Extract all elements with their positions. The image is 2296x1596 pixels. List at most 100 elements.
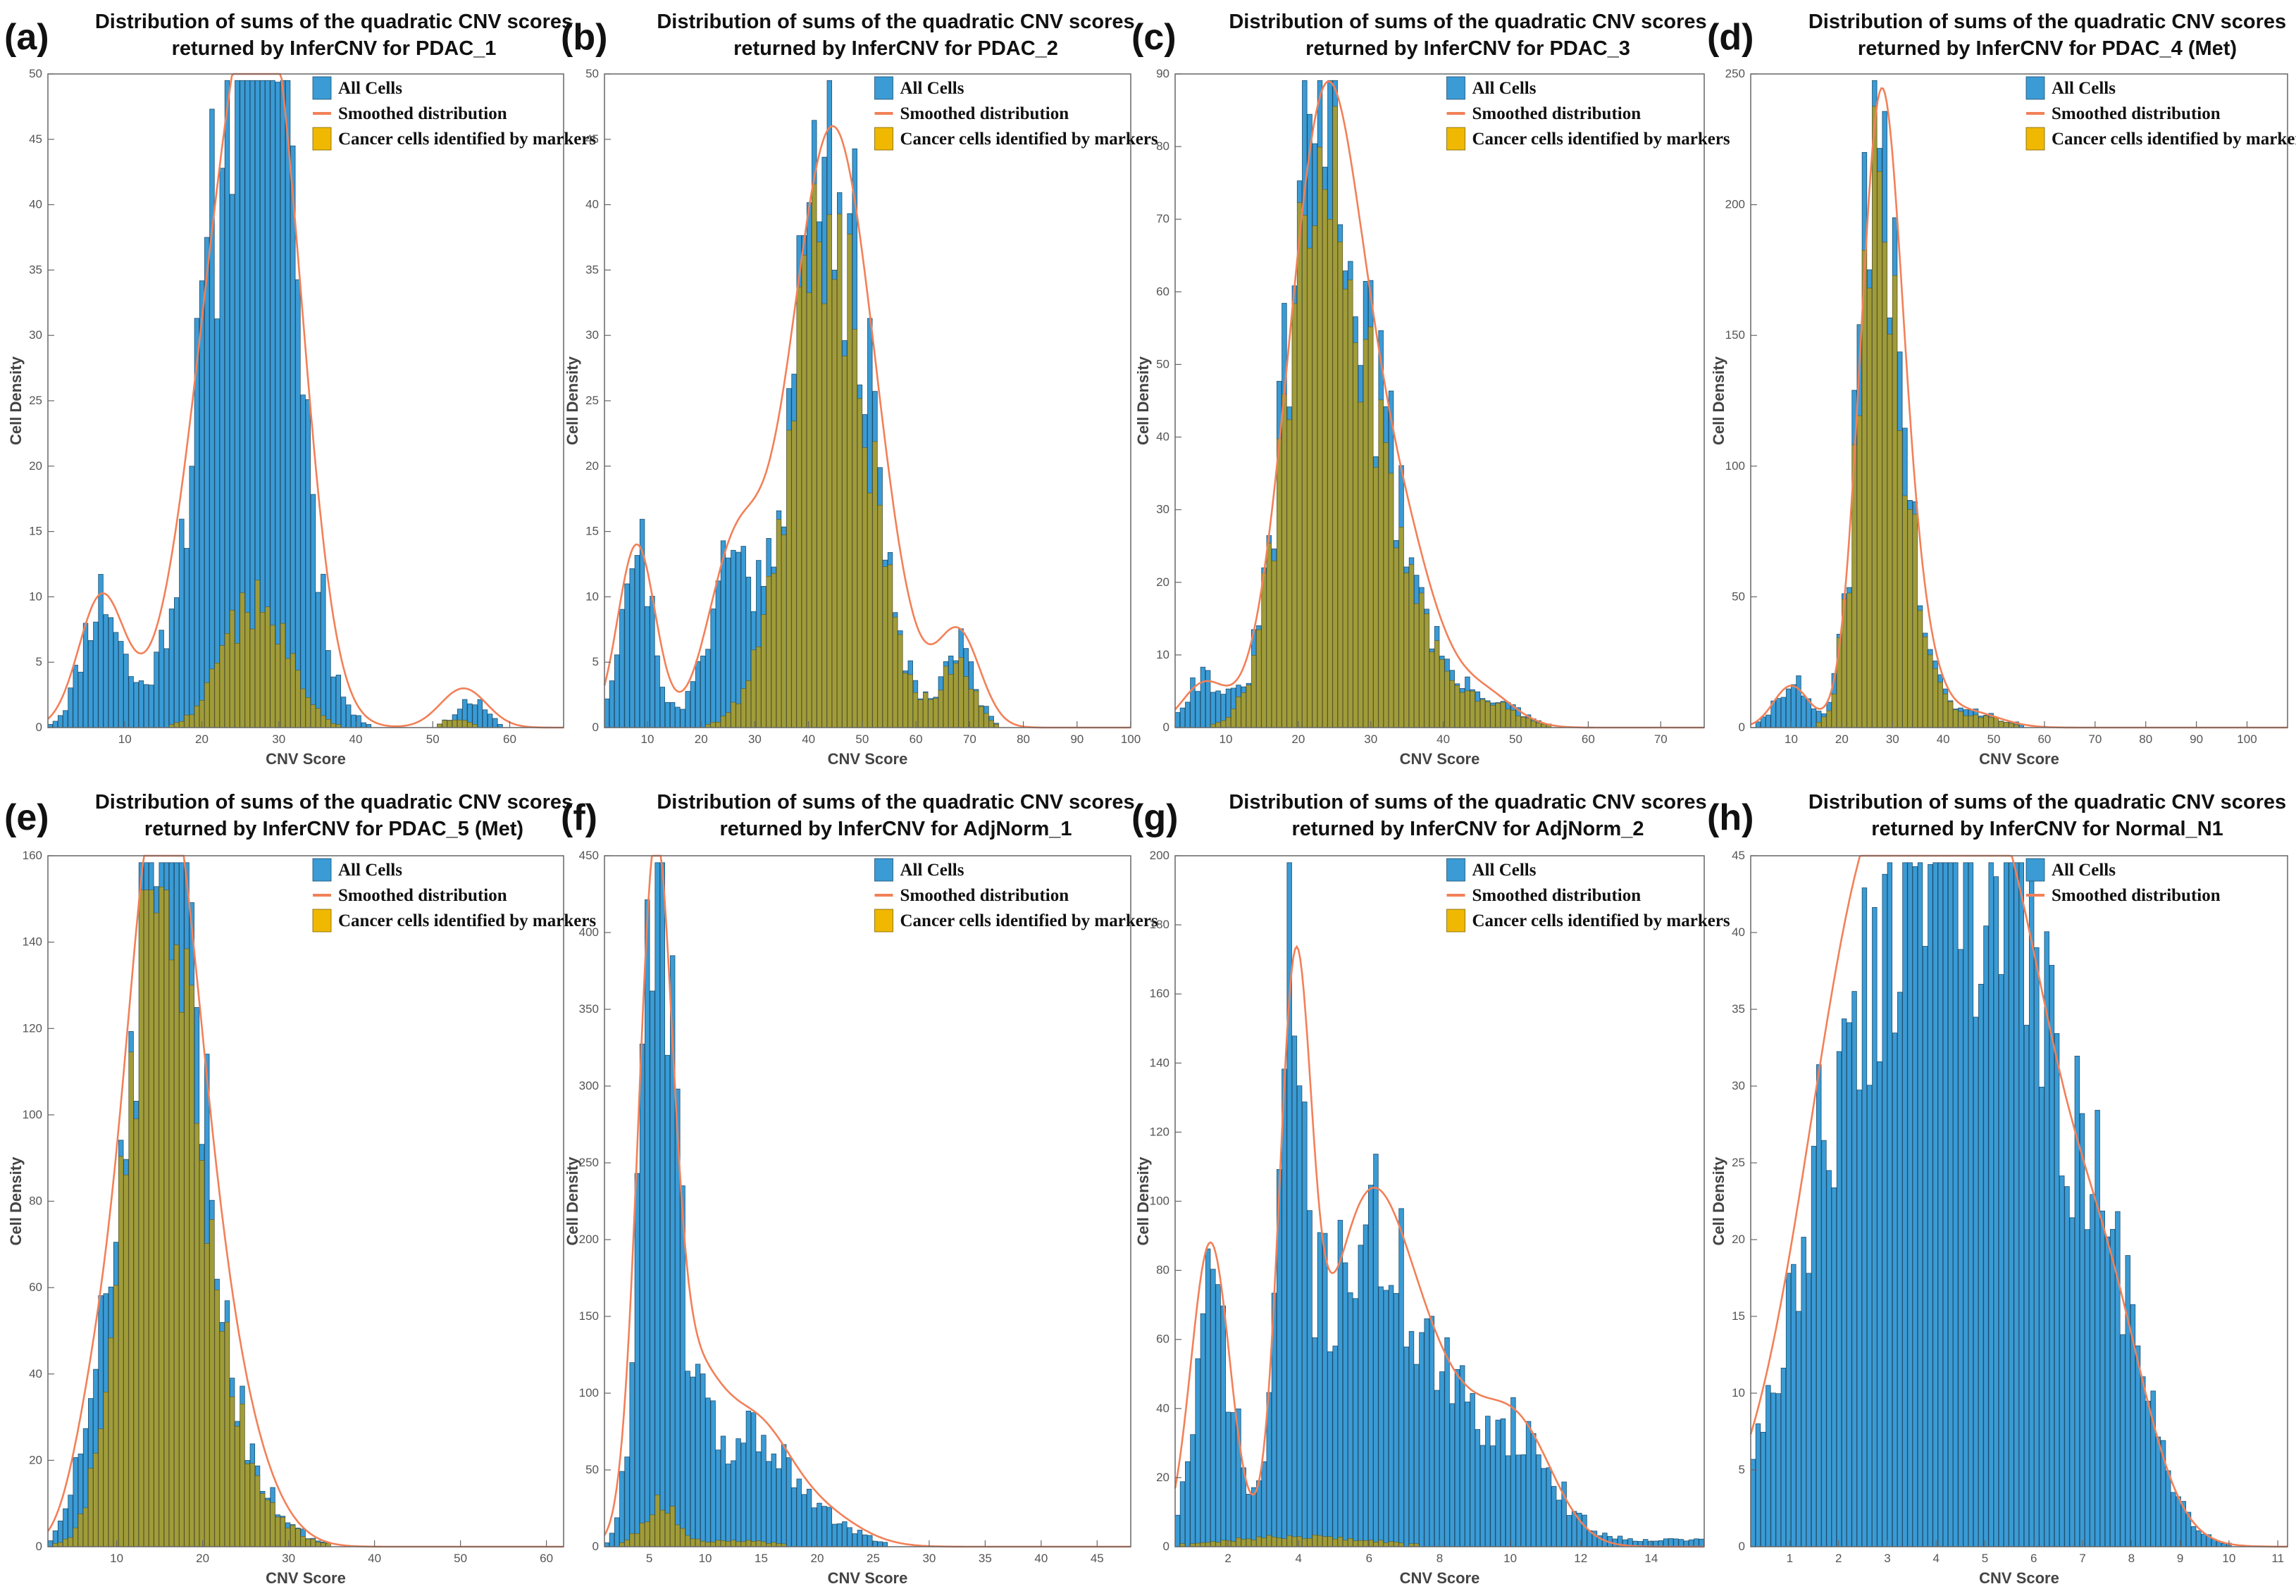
cancer-cells-bar [118,1156,124,1547]
cancer-cells-bar [938,690,943,728]
all-cells-bar [315,592,321,728]
cancer-cells-bar [230,1396,235,1547]
all-cells-bar [1806,1273,1812,1547]
x-tick-label: 11 [2271,1552,2284,1565]
y-tick-label: 45 [585,132,599,146]
cancer-cells-bar [1312,1534,1317,1547]
all-cells-bar [1841,1018,1847,1547]
y-tick-label: 25 [1732,1156,1745,1169]
chart-panel-a: (a) Distribution of sums of the quadratic… [4,11,596,768]
cancer-cells-bar [1236,1538,1241,1547]
all-cells-bar [1348,1292,1353,1547]
y-tick-label: 20 [29,459,42,473]
cancer-cells-bar [63,1538,68,1547]
all-cells-bar [867,1535,873,1547]
all-cells-bar [2135,1345,2141,1547]
chart-title-line-1: Distribution of sums of the quadratic CN… [657,791,1134,813]
y-tick-label: 30 [585,328,599,342]
all-cells-bar [1673,1538,1679,1547]
panel-letter: (e) [4,797,49,838]
cancer-cells-bar [720,716,726,728]
cancer-cells-bar [1968,716,1974,728]
cancer-cells-bar [168,959,175,1547]
cancer-cells-bar [710,1541,716,1547]
all-cells-bar [1755,1423,1761,1547]
y-tick-label: 45 [1732,849,1745,862]
all-cells-bar [1485,1416,1491,1547]
all-cells-bar [98,574,104,728]
cancer-cells-bar [756,1540,762,1547]
chart-title-line-2: returned by InferCNV for PDAC_4 (Met) [1858,37,2237,60]
all-cells-bar [1836,1051,1842,1547]
cancer-cells-bar [280,1517,285,1547]
x-tick-label: 100 [1121,732,1141,746]
cancer-cells-bar [300,1536,306,1547]
cancer-cells-bar [235,643,240,728]
cancer-cells-bar [1353,1540,1358,1547]
all-cells-bar [1403,1346,1409,1547]
cancer-cells-bar [1506,709,1511,728]
cancer-cells-bar [1261,1538,1267,1547]
all-cells-bar [650,990,655,1547]
chart-title-line-2: returned by InferCNV for PDAC_5 (Met) [144,818,523,840]
cancer-cells-bar [1394,1541,1399,1547]
all-cells-bar [2004,862,2009,1547]
cancer-cells-bar [715,1540,721,1547]
cancer-cells-bar [214,1290,220,1547]
legend-label: All Cells [2052,79,2116,98]
all-cells-bar [1342,1262,1348,1547]
cancer-cells-bar [179,721,185,728]
cancer-cells-bar [639,1523,645,1547]
all-cells-bar [2115,1211,2121,1547]
cancer-cells-bar [1373,1542,1379,1547]
y-tick-label: 0 [1739,1540,1745,1553]
cancer-cells-bar [1342,1540,1348,1547]
cancer-cells-bar [963,676,969,728]
x-tick-label: 45 [1091,1552,1104,1565]
x-tick-label: 14 [1644,1552,1658,1565]
all-cells-bar [189,466,194,728]
cancer-cells-bar [745,1540,751,1547]
y-tick-label: 60 [29,1280,42,1294]
all-cells-bar [756,1451,762,1547]
cancer-cells-bar [1342,289,1348,728]
all-cells-bar [2109,1228,2116,1547]
cancer-cells-bar [720,1540,726,1547]
cancer-cells-bar [685,1535,690,1547]
cancer-cells-bar [1897,430,1903,728]
all-cells-bar [1963,862,1968,1547]
all-cells-bar [1882,873,1887,1547]
cancer-cells-bar [462,720,468,728]
cancer-cells-bar [761,1541,767,1547]
y-tick-label: 30 [29,328,42,342]
y-tick-label: 100 [23,1108,42,1121]
y-tick-label: 20 [1156,575,1169,589]
x-tick-label: 80 [2139,732,2152,746]
cancer-cells-bar [1261,573,1267,728]
all-cells-bar [629,1362,635,1547]
all-cells-bar [1383,1290,1389,1547]
all-cells-bar [725,557,731,728]
x-tick-label: 60 [2037,732,2051,746]
cancer-cells-bar [58,1542,63,1547]
cancer-cells-bar [1307,1538,1313,1547]
cancer-cells-bar [928,699,933,728]
all-cells-bar [1998,974,2004,1547]
y-tick-label: 100 [1150,1195,1169,1208]
all-cells-bar [2028,862,2035,1547]
cancer-cells-bar [1429,652,1434,728]
all-cells-bar [204,237,210,728]
all-cells-bar [1368,1185,1374,1547]
y-tick-label: 60 [1156,1333,1169,1346]
all-cells-bar [1358,1245,1363,1547]
panel-letter: (g) [1131,797,1178,838]
all-cells-bar [1796,1311,1801,1547]
cancer-cells-bar [1531,721,1537,728]
legend-swatch-all-cells [312,76,332,100]
y-tick-label: 250 [1725,67,1745,80]
all-cells-bar [664,1054,671,1547]
legend-swatch-all-cells [2025,76,2045,100]
y-axis-label: Cell Density [564,1157,581,1246]
all-cells-bar [817,1502,822,1547]
legend-swatch-all-cells [1446,858,1465,882]
